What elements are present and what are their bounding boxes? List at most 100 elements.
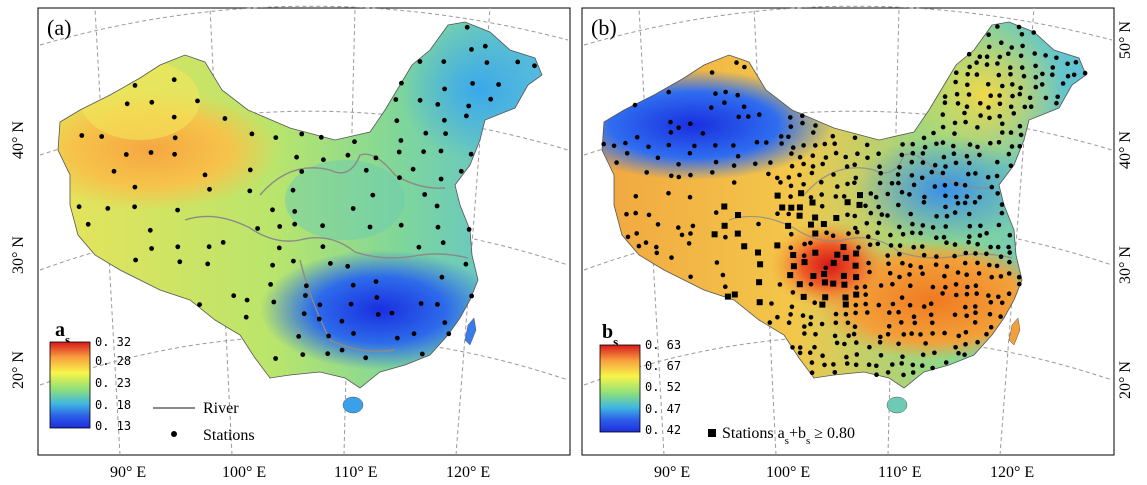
station-dot — [714, 260, 720, 265]
station-dot — [398, 222, 404, 228]
selected-station-square — [809, 199, 816, 206]
station-dot — [320, 244, 326, 250]
station-dot — [962, 110, 967, 116]
station-dot — [775, 314, 780, 320]
station-dot — [901, 372, 906, 378]
station-dot — [172, 151, 178, 157]
selected-station-square — [711, 231, 718, 238]
station-dot — [853, 225, 858, 231]
station-dot — [928, 301, 934, 307]
station-dot — [666, 190, 671, 196]
station-dot — [943, 224, 948, 229]
station-dot — [389, 310, 395, 316]
station-dot — [877, 340, 883, 345]
panel-b-lon-ticks: 90° E 100° E 110° E 120° E — [654, 464, 1034, 481]
station-dot — [435, 302, 440, 307]
panel-a-lat-ticks: 40° N 30° N 20° N — [10, 121, 27, 389]
station-dot — [974, 60, 979, 65]
station-dot — [786, 134, 791, 140]
station-dot — [899, 361, 904, 366]
station-dot — [973, 283, 979, 289]
station-dot — [900, 260, 905, 266]
station-dot — [834, 340, 840, 346]
lon-tick: 100° E — [766, 464, 810, 481]
station-dot — [442, 320, 448, 325]
station-dot — [995, 191, 1000, 196]
station-dot — [271, 299, 277, 305]
station-dot — [1022, 104, 1028, 110]
station-dot — [867, 242, 873, 248]
station-dot — [1040, 71, 1045, 77]
panel-b-cbar-tick: 0. 52 — [645, 380, 681, 394]
station-dot — [920, 223, 926, 228]
station-dot — [901, 332, 907, 337]
station-dot — [865, 155, 870, 161]
station-dot — [995, 24, 1000, 29]
station-dot — [423, 130, 429, 136]
station-dot — [247, 167, 253, 173]
station-dot — [908, 263, 913, 268]
station-dot — [997, 114, 1002, 119]
station-dot — [393, 97, 399, 102]
station-dot — [843, 154, 848, 160]
station-dot — [85, 221, 91, 227]
station-dot — [846, 231, 851, 236]
station-dot — [933, 262, 939, 268]
station-dot — [811, 130, 816, 135]
station-dot — [666, 142, 672, 148]
station-dot — [820, 353, 825, 359]
station-dot — [775, 211, 780, 216]
station-dot — [940, 291, 945, 296]
station-dot — [932, 184, 938, 189]
lat-tick: 30° N — [10, 236, 27, 274]
station-dot — [713, 210, 719, 215]
station-dot — [907, 272, 912, 277]
station-dot — [720, 272, 726, 278]
station-dot — [984, 230, 989, 236]
station-dot — [442, 117, 447, 123]
station-dot — [951, 143, 956, 149]
station-dot — [890, 362, 895, 367]
station-dot — [966, 92, 972, 97]
panel-b-cbar-tick: 0. 42 — [645, 423, 681, 437]
station-dot — [731, 143, 736, 148]
station-dot — [844, 164, 850, 169]
legend-stations-label: Stations — [203, 427, 255, 444]
station-dot — [977, 233, 983, 238]
station-dot — [247, 188, 253, 194]
station-dot — [317, 302, 323, 308]
station-dot — [841, 194, 847, 199]
station-dot — [955, 101, 961, 106]
selected-station-square — [721, 222, 728, 229]
selected-station-square — [774, 242, 781, 249]
selected-station-square — [821, 271, 828, 277]
station-dot — [852, 135, 858, 141]
station-dot — [438, 176, 444, 182]
station-dot — [753, 161, 758, 167]
station-dot — [464, 113, 469, 119]
station-dot — [987, 115, 992, 121]
station-dot — [975, 241, 980, 247]
station-dot — [1043, 53, 1048, 58]
selected-station-square — [853, 274, 860, 281]
station-dot — [646, 144, 651, 150]
lat-tick: 20° N — [1117, 361, 1134, 399]
selected-station-square — [790, 252, 797, 258]
station-dot — [1010, 93, 1015, 99]
station-dot — [999, 210, 1005, 216]
selected-station-square — [796, 281, 803, 288]
station-dot — [964, 104, 970, 109]
station-dot — [778, 180, 783, 185]
station-dot — [132, 204, 138, 210]
station-dot — [878, 283, 884, 288]
station-dot — [854, 352, 860, 357]
station-dot — [132, 83, 138, 88]
station-dot — [897, 165, 902, 170]
station-dot — [133, 257, 139, 263]
station-dot — [943, 360, 949, 365]
station-dot — [373, 155, 379, 161]
station-dot — [1000, 83, 1005, 89]
station-dot — [723, 234, 728, 240]
station-dot — [996, 294, 1001, 300]
station-dot — [435, 102, 441, 107]
